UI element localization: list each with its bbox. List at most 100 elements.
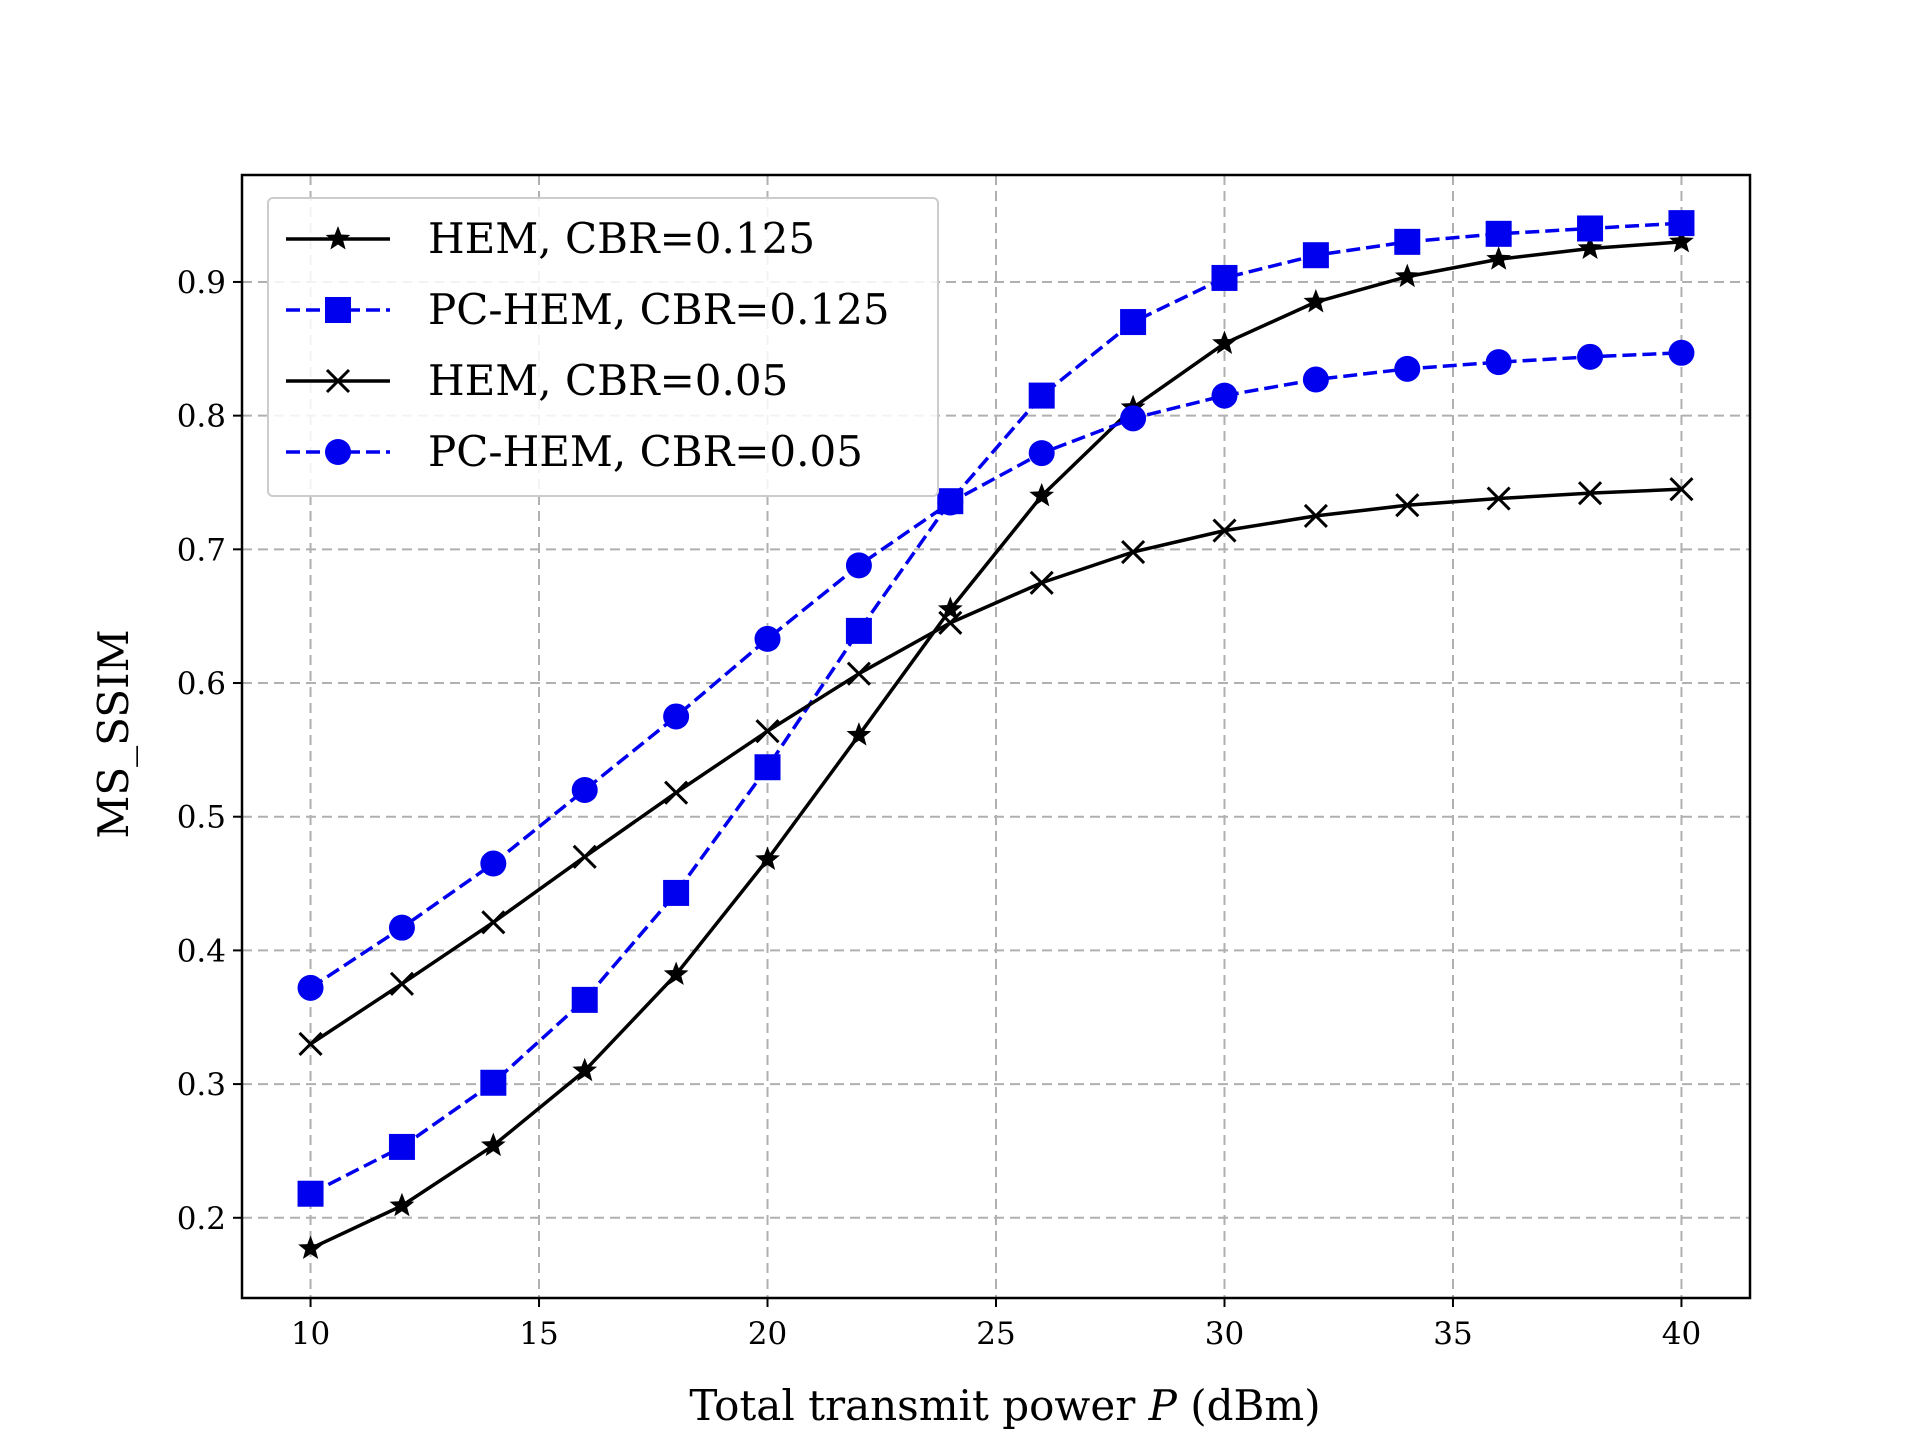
legend-item: HEM, CBR=0.125	[286, 214, 815, 263]
x-tick-label: 30	[1205, 1316, 1244, 1352]
series-2	[297, 210, 1695, 1207]
legend-item: PC-HEM, CBR=0.05	[286, 427, 863, 476]
data-point	[1485, 220, 1512, 247]
data-point	[1029, 570, 1054, 595]
x-tick-label: 25	[976, 1316, 1015, 1352]
data-point	[1120, 405, 1147, 432]
legend-box	[267, 197, 939, 497]
y-tick-label: 0.3	[177, 1067, 226, 1103]
data-point	[1669, 228, 1694, 253]
data-point	[389, 1192, 415, 1217]
data-point	[298, 1031, 323, 1057]
y-tick-label: 0.4	[177, 933, 226, 969]
legend: HEM, CBR=0.125 PC-HEM, CBR=0.125 HEM, CBR=…	[267, 197, 939, 497]
data-point	[938, 610, 963, 635]
data-point	[1395, 493, 1420, 518]
data-point	[846, 661, 871, 686]
data-point	[1577, 215, 1604, 242]
data-point	[663, 703, 690, 730]
data-point	[1303, 503, 1328, 528]
legend-marker	[325, 226, 351, 250]
data-point	[1028, 382, 1055, 409]
data-point	[1668, 339, 1695, 366]
y-tick-label: 0.7	[177, 532, 226, 568]
data-point	[572, 844, 597, 869]
data-point	[1394, 263, 1420, 288]
data-point	[388, 914, 415, 941]
data-point	[297, 1180, 324, 1207]
data-point	[481, 910, 506, 935]
data-point	[1120, 309, 1147, 336]
data-point	[1577, 343, 1604, 370]
x-tick-label: 15	[519, 1316, 558, 1352]
series-line	[309, 221, 1682, 1196]
data-point	[1302, 242, 1329, 269]
data-point	[297, 974, 324, 1001]
data-point	[480, 1132, 506, 1157]
data-point	[298, 1235, 323, 1260]
data-point	[1211, 264, 1238, 291]
data-point	[1394, 228, 1421, 255]
series-3	[298, 477, 1694, 1057]
legend-label: HEM, CBR=0.125	[428, 214, 815, 263]
data-point	[845, 552, 872, 579]
series-line	[309, 240, 1682, 1251]
data-point	[1029, 482, 1055, 507]
y-axis-title: MS_SSIM	[89, 629, 138, 838]
legend-label: PC-HEM, CBR=0.125	[428, 285, 890, 334]
data-point	[571, 986, 598, 1013]
y-tick-label: 0.9	[177, 265, 226, 301]
data-point	[663, 879, 690, 906]
data-point	[1486, 246, 1512, 270]
data-point	[1121, 539, 1146, 565]
data-point	[846, 722, 872, 746]
data-point	[1485, 349, 1512, 376]
data-point	[755, 719, 780, 744]
x-tick-label: 35	[1433, 1316, 1472, 1352]
data-point	[1394, 355, 1421, 382]
data-point	[1577, 481, 1603, 506]
series-line	[309, 487, 1682, 1046]
data-point	[571, 776, 598, 803]
data-point	[845, 617, 872, 644]
x-tick-label: 10	[291, 1316, 330, 1352]
data-point	[389, 971, 414, 996]
data-point	[754, 625, 781, 652]
x-axis-ticks: 10 15 20 25 30 35 40	[291, 1298, 1701, 1352]
data-point	[388, 1133, 415, 1160]
data-point	[755, 846, 780, 871]
data-point	[1669, 477, 1694, 502]
series-layer	[297, 210, 1695, 1260]
series-line	[309, 351, 1682, 990]
legend-marker	[325, 368, 351, 394]
legend-marker	[325, 439, 351, 465]
x-axis-title: Total transmit power P (dBm)	[689, 1381, 1320, 1430]
data-point	[480, 850, 507, 877]
data-point	[1577, 235, 1603, 260]
series-4	[297, 339, 1695, 1001]
data-point	[1028, 440, 1055, 467]
y-tick-label: 0.6	[177, 666, 226, 702]
y-tick-label: 0.2	[177, 1201, 226, 1237]
y-tick-label: 0.5	[177, 800, 226, 836]
legend-item: HEM, CBR=0.05	[286, 356, 788, 405]
data-point	[572, 1057, 598, 1082]
data-point	[1486, 486, 1511, 511]
data-point	[937, 489, 964, 516]
data-point	[1302, 366, 1329, 393]
data-point	[1211, 382, 1238, 409]
legend-label: HEM, CBR=0.05	[428, 356, 788, 405]
y-tick-label: 0.8	[177, 399, 226, 435]
data-point	[1212, 518, 1237, 543]
legend-marker	[325, 297, 351, 323]
data-point	[937, 596, 963, 621]
data-point	[1668, 210, 1695, 237]
series-1	[298, 228, 1694, 1260]
data-point	[663, 961, 689, 985]
data-point	[480, 1069, 507, 1096]
data-point	[754, 754, 781, 781]
grid	[242, 175, 1750, 1298]
data-point	[1303, 289, 1329, 313]
data-point	[664, 780, 689, 805]
